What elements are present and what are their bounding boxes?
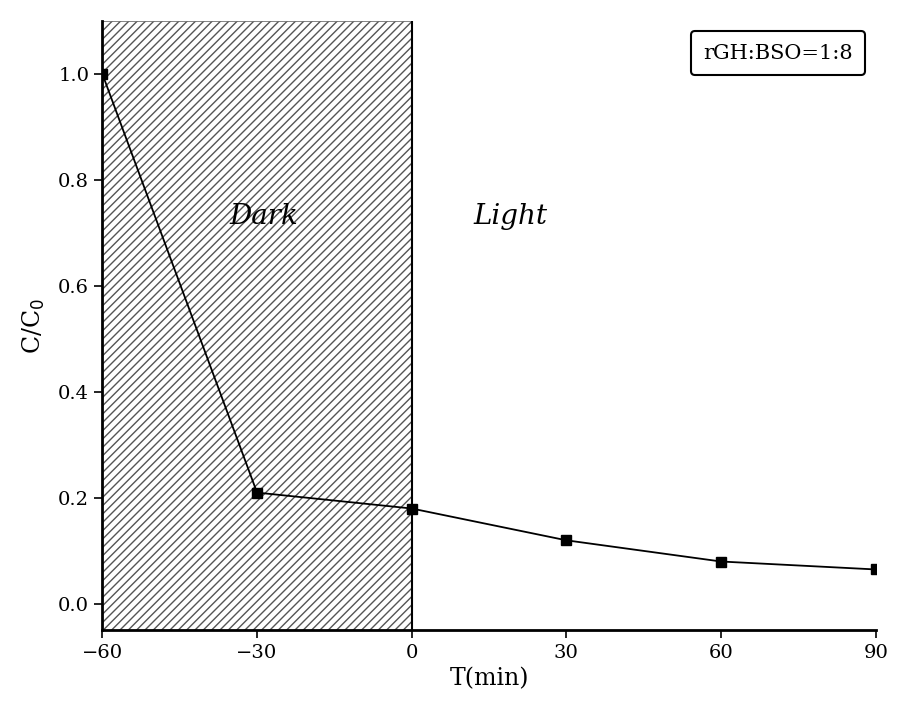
Y-axis label: C/C$_0$: C/C$_0$: [21, 298, 47, 353]
X-axis label: T(min): T(min): [449, 667, 529, 690]
Legend: rGH:BSO=1:8: rGH:BSO=1:8: [691, 31, 865, 75]
Text: Light: Light: [474, 203, 547, 230]
Text: Dark: Dark: [229, 203, 298, 230]
